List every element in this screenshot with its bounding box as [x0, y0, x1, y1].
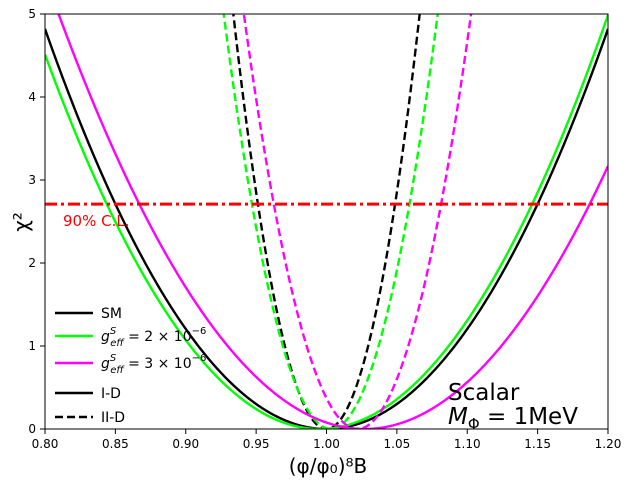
y-tick-label: 3: [28, 173, 36, 187]
y-axis-ticks: 0 1 2 3 4 5: [28, 7, 45, 436]
x-tick-label: 0.90: [172, 437, 199, 451]
x-tick-label: 1.00: [313, 437, 340, 451]
x-tick-label: 0.80: [32, 437, 59, 451]
legend-label-3: I-D: [101, 386, 121, 402]
y-tick-label: 1: [28, 339, 36, 353]
annotation-scalar: Scalar: [448, 380, 520, 406]
x-tick-label: 0.95: [243, 437, 270, 451]
y-tick-label: 2: [28, 256, 36, 270]
legend-label-2: gS eff = 3 × 10−6: [101, 353, 206, 376]
x-tick-label: 1.10: [454, 437, 481, 451]
legend-label-0: SM: [101, 306, 122, 322]
y-tick-label: 5: [28, 7, 36, 21]
legend-label-1: gS eff = 2 × 10−6: [101, 326, 206, 349]
legend: SM gS eff = 2 × 10−6 gS eff = 3 × 10−6 I-D II-…: [55, 306, 206, 426]
x-axis-ticks: 0.80 0.85 0.90 0.95 1.00 1.05 1.10 1.15 1.20: [32, 429, 622, 451]
x-tick-label: 1.05: [384, 437, 411, 451]
x-axis-label: (φ/φ₀)⁸B: [289, 454, 368, 478]
y-tick-label: 4: [28, 90, 36, 104]
x-tick-label: 1.20: [595, 437, 622, 451]
y-axis-label: χ²: [9, 212, 33, 232]
y-tick-label: 0: [28, 422, 36, 436]
cl-label: 90% C.L.: [63, 212, 129, 230]
x-tick-label: 0.85: [102, 437, 129, 451]
annotation-mass: MΦ = 1MeV: [448, 404, 578, 433]
legend-label-4: II-D: [101, 410, 125, 426]
x-tick-label: 1.15: [524, 437, 551, 451]
series-curve-3: [222, 14, 439, 429]
series-curve-0: [45, 28, 608, 429]
